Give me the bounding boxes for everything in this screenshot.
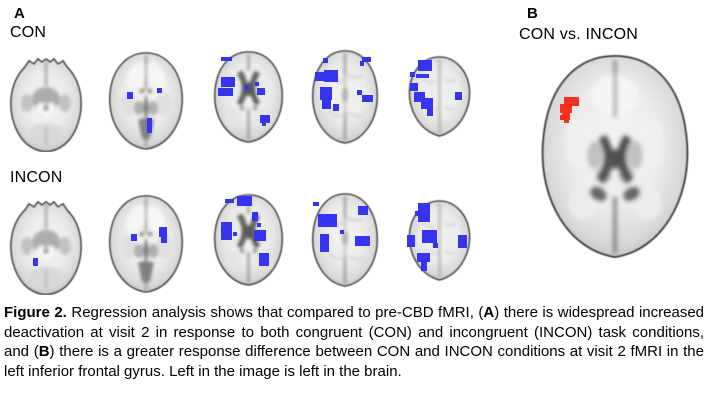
caption-text-2: ) there is widespread increased deactiva… (4, 304, 704, 360)
brain-slice-incon-4 (304, 188, 386, 291)
brain-slice-con-2 (100, 46, 192, 152)
brain-slice-contrast (533, 51, 697, 263)
figure-panel-b-label: B (527, 5, 538, 22)
deactivation-clusters (221, 196, 269, 266)
condition-label-con: CON (10, 24, 47, 41)
panel-b-title: CON vs. INCON (519, 26, 639, 43)
caption-bold-a: A (483, 304, 495, 321)
deactivation-clusters (131, 227, 167, 243)
caption-text-3: ) there is a greater response difference… (4, 343, 704, 380)
caption-figure-label: Figure 2. (4, 304, 67, 321)
brain-slice-incon-1 (4, 193, 88, 295)
deactivation-clusters (127, 88, 162, 133)
brain-slice-incon-3 (206, 189, 291, 290)
caption-text-1: Regression analysis shows that compared … (66, 304, 484, 321)
brain-slice-con-1 (4, 50, 88, 152)
deactivation-clusters (410, 60, 462, 116)
figure-caption: Figure 2. Regression analysis shows that… (4, 303, 704, 381)
brain-slice-con-4 (304, 45, 386, 148)
activation-cluster (560, 97, 579, 123)
brain-slice-incon-5 (407, 197, 479, 284)
figure-panel-a-label: A (14, 5, 25, 22)
deactivation-clusters (313, 202, 370, 252)
deactivation-clusters (407, 203, 467, 271)
deactivation-clusters (218, 57, 270, 126)
brain-slice-con-5 (400, 53, 479, 140)
deactivation-clusters (315, 57, 373, 111)
brain-slice-incon-2 (100, 189, 192, 295)
caption-bold-b: B (38, 343, 50, 360)
deactivation-clusters (33, 258, 38, 266)
brain-slice-con-3 (206, 46, 291, 147)
condition-label-incon: INCON (10, 169, 63, 186)
